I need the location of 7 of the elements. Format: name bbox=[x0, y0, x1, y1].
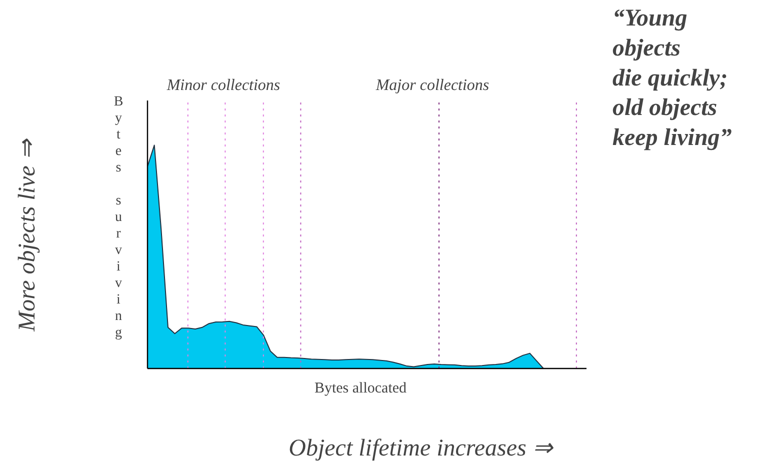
x-axis-title: Bytes allocated bbox=[314, 380, 408, 396]
text: Bytes surviving bbox=[114, 94, 124, 340]
text: Major collections bbox=[374, 77, 490, 94]
text: Object lifetime increases ⇒ bbox=[288, 436, 554, 462]
text: “Young objects die quickly; old objects keep living” bbox=[612, 6, 732, 152]
text: Minor collections bbox=[166, 77, 280, 94]
text: More objects live ⇒ bbox=[14, 138, 40, 332]
